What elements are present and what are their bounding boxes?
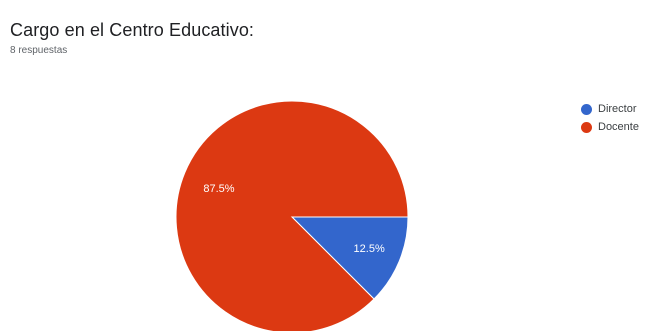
pie-slice-director[interactable] bbox=[290, 216, 409, 300]
legend-swatch-director bbox=[581, 103, 592, 115]
response-count: 8 respuestas bbox=[10, 45, 68, 56]
legend-item-director[interactable]: Director bbox=[581, 101, 639, 117]
chart-title: Cargo en el Centro Educativo: bbox=[10, 20, 255, 40]
legend-item-docente[interactable]: Docente bbox=[581, 119, 639, 135]
legend-swatch-docente bbox=[581, 121, 592, 133]
legend-label-docente: Docente bbox=[598, 121, 639, 133]
pie-slice-docente[interactable] bbox=[175, 100, 409, 331]
pie-label-docente: 87.5% bbox=[203, 183, 234, 195]
chart-legend: Director Docente bbox=[581, 101, 639, 137]
legend-label-director: Director bbox=[598, 103, 637, 115]
pie-label-director: 12.5% bbox=[354, 243, 385, 255]
